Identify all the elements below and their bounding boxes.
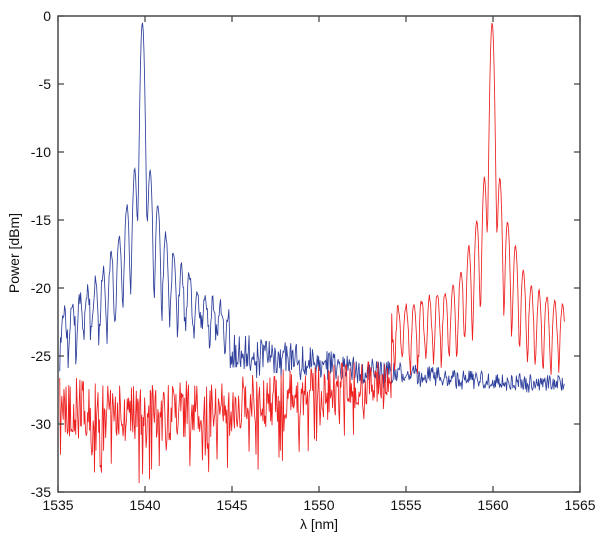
y-tick-label: -5 [39, 76, 52, 92]
y-axis-label: Power [dBm] [6, 212, 22, 294]
x-tick-label: 1565 [564, 497, 595, 513]
spectrum-1560nm-trace [59, 22, 565, 484]
spectrum-1540nm-trace [59, 22, 565, 393]
x-tick-label: 1540 [129, 497, 160, 513]
x-tick-label: 1545 [216, 497, 247, 513]
y-tick-label: -15 [31, 212, 51, 228]
y-tick-label: 0 [43, 8, 51, 24]
y-tick-label: -25 [31, 348, 51, 364]
y-tick-label: -35 [31, 484, 51, 500]
x-tick-label: 1535 [42, 497, 73, 513]
y-tick-label: -10 [31, 144, 51, 160]
y-tick-label: -20 [31, 280, 51, 296]
x-tick-label: 1560 [477, 497, 508, 513]
plot-border [57, 15, 581, 493]
x-tick-label: 1550 [303, 497, 334, 513]
x-tick-label: 1555 [390, 497, 421, 513]
y-tick-label: -30 [31, 416, 51, 432]
x-axis-label: λ [nm] [299, 516, 339, 532]
